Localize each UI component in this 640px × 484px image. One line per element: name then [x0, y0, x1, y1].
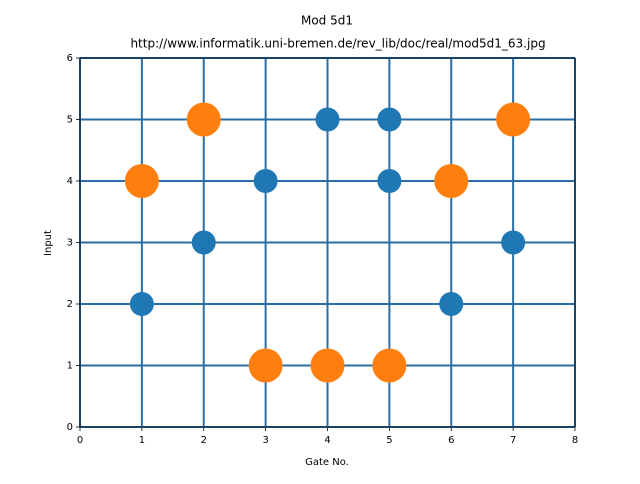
point: [124, 164, 159, 198]
point: [377, 107, 402, 132]
point: [129, 292, 154, 316]
y-tick-label: 4: [67, 176, 73, 187]
point: [191, 230, 216, 255]
x-tick-label: 1: [139, 435, 145, 446]
y-tick-label: 1: [67, 361, 73, 372]
point: [186, 102, 221, 137]
y-tick-label: 0: [67, 422, 73, 433]
x-tick-label: 8: [572, 435, 578, 446]
point: [310, 348, 345, 383]
x-axis-label: Gate No.: [305, 457, 349, 468]
x-tick-label: 7: [510, 435, 516, 446]
x-tick-label: 0: [77, 435, 83, 446]
point: [377, 169, 402, 193]
point: [501, 230, 526, 255]
chart-title: Mod 5d1: [301, 14, 353, 28]
y-axis-label: Input: [43, 230, 54, 256]
y-tick-label: 5: [67, 115, 73, 126]
point: [496, 102, 531, 137]
plot-frame: [79, 57, 576, 428]
point: [439, 292, 464, 316]
point: [434, 164, 469, 198]
point: [253, 169, 278, 193]
x-tick-label: 6: [448, 435, 454, 446]
point: [372, 348, 407, 383]
x-tick-label: 4: [324, 435, 330, 446]
y-tick-label: 3: [67, 238, 73, 249]
y-tick-label: 2: [67, 299, 73, 310]
chart-subtitle: http://www.informatik.uni-bremen.de/rev_…: [130, 37, 545, 51]
y-tick-label: 6: [67, 53, 73, 64]
x-tick-label: 2: [201, 435, 207, 446]
point: [315, 107, 340, 132]
point: [248, 348, 283, 383]
x-tick-label: 3: [262, 435, 268, 446]
x-tick-label: 5: [386, 435, 392, 446]
